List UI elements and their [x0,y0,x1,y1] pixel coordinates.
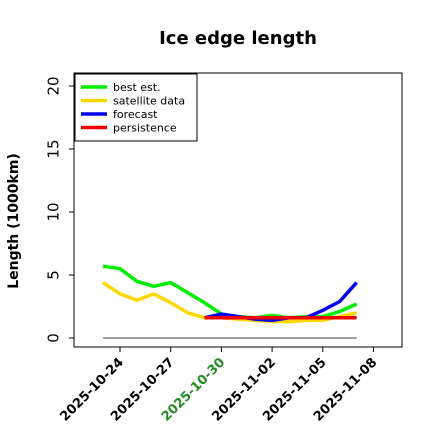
legend-label: forecast [113,108,158,121]
legend: best est.satellite dataforecastpersisten… [74,73,198,142]
y-tick-label: 15 [45,139,63,158]
legend-label: satellite data [113,95,185,108]
y-axis: 0 5 10 15 20 [45,76,74,343]
chart-title: Ice edge length [159,28,317,49]
y-tick-label: 10 [45,202,63,221]
y-tick-label: 20 [45,76,63,95]
x-axis: 2025-10-242025-10-272025-10-302025-11-02… [57,347,380,425]
legend-box [74,73,198,142]
legend-label: best est. [113,81,161,94]
y-axis-label: Length (1000km) [6,153,22,289]
y-tick-label: 0 [45,333,63,343]
series-line-best-est- [102,264,358,320]
legend-label: persistence [113,122,177,135]
y-tick-label: 5 [45,270,63,280]
plot-frame [73,72,403,348]
plot-area [102,264,358,339]
